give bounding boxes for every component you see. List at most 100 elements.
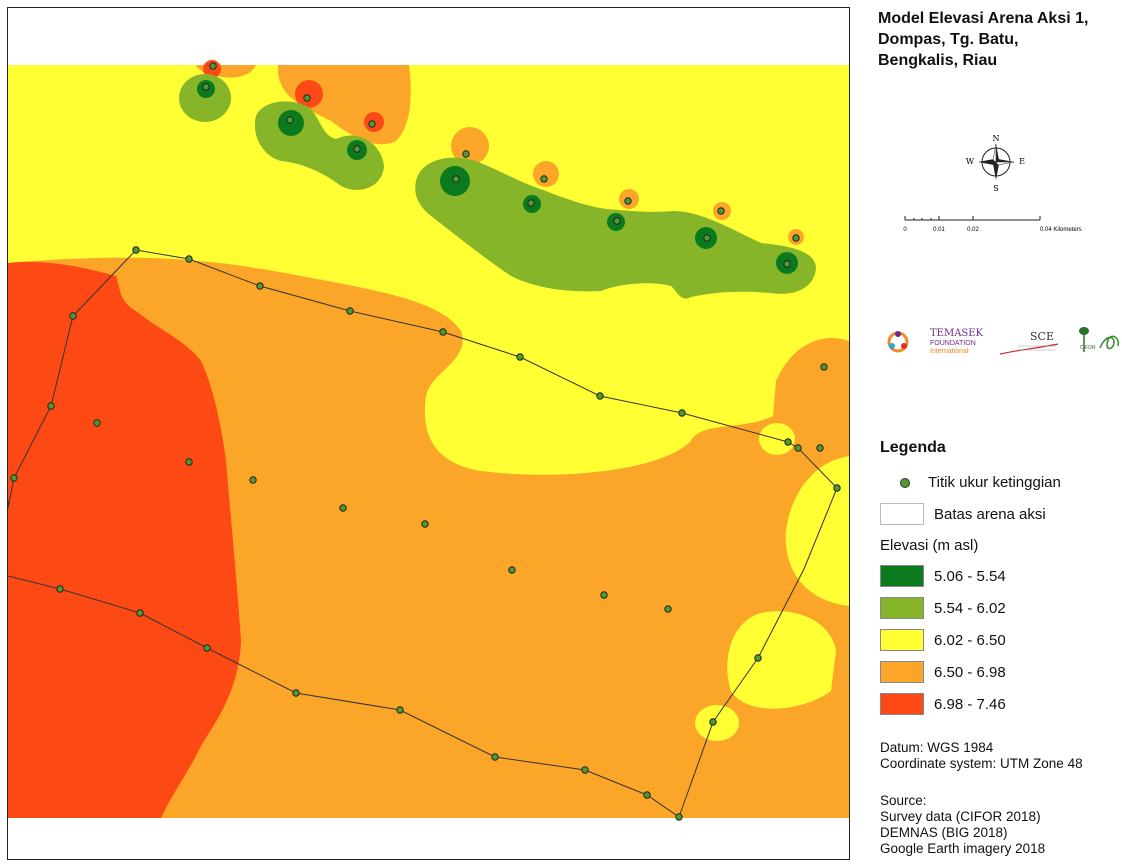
- legend-item-elevation-class: 6.02 - 6.50: [880, 629, 1006, 651]
- map-title: Model Elevasi Arena Aksi 1, Dompas, Tg. …: [878, 10, 1089, 69]
- measurement-point: [833, 484, 841, 492]
- measurement-point: [203, 644, 211, 652]
- cifor-logo: CIFOR: [1079, 327, 1120, 352]
- measurement-point: [792, 234, 800, 242]
- measurement-point: [491, 753, 499, 761]
- scale-bar: 0 0.01 0.02 0.04 Kilometers: [903, 216, 1082, 233]
- elevation-zone-yellow-east: [785, 456, 849, 606]
- measurement-point: [346, 307, 354, 315]
- legend-point-label: Titik ukur ketinggian: [928, 474, 1061, 491]
- legend-boundary-label: Batas arena aksi: [934, 505, 1046, 523]
- south-label: S: [993, 184, 998, 193]
- measurement-point: [527, 199, 535, 207]
- elevation-map: [7, 7, 850, 860]
- elevation-range-label: 6.02 - 6.50: [934, 631, 1006, 649]
- legend-elevation-title: Elevasi (m asl): [880, 537, 979, 554]
- measurement-point: [256, 282, 264, 290]
- elevation-zone-orange-spot: [451, 127, 489, 165]
- legend-item-elevation-class: 5.06 - 5.54: [880, 565, 1006, 587]
- svg-text:FOUNDATION: FOUNDATION: [930, 340, 976, 347]
- svg-text:CIFOR: CIFOR: [1080, 345, 1096, 351]
- elevation-range-label: 5.54 - 6.02: [934, 599, 1006, 617]
- svg-text:TEMASEK: TEMASEK: [930, 328, 984, 339]
- elevation-swatch: [880, 629, 924, 651]
- measurement-point: [303, 94, 311, 102]
- measurement-point: [69, 312, 77, 320]
- measurement-point: [794, 444, 802, 452]
- measurement-point: [439, 328, 447, 336]
- measurement-point: [783, 260, 791, 268]
- elevation-zone-orange-spot: [533, 161, 559, 187]
- measurement-point: [136, 609, 144, 617]
- arena-boundary: [8, 249, 838, 818]
- sce-logo: SCE: [999, 330, 1059, 355]
- measurement-point: [462, 150, 470, 158]
- elevation-zone-red-spot: [295, 80, 323, 108]
- elevation-zone-yellow-north: [8, 65, 849, 475]
- measurement-point: [678, 409, 686, 417]
- measurement-point: [368, 120, 376, 128]
- elevation-swatch: [880, 597, 924, 619]
- measurement-point: [754, 654, 762, 662]
- scale-tick-label: 0.02: [967, 227, 979, 233]
- measurement-point: [820, 363, 828, 371]
- measurement-point: [643, 791, 651, 799]
- measurement-point: [613, 217, 621, 225]
- measurement-point: [675, 813, 683, 821]
- measurement-point: [664, 605, 672, 613]
- measurement-point: [396, 706, 404, 714]
- west-label: W: [966, 157, 975, 166]
- partner-logos: TEMASEK FOUNDATION International SCE CIF…: [887, 327, 1120, 355]
- measurement-point: [292, 689, 300, 697]
- elevation-range-label: 6.50 - 6.98: [934, 663, 1006, 681]
- north-arrow-icon: N S W E: [966, 134, 1025, 193]
- measurement-point: [784, 438, 792, 446]
- measurement-point: [202, 83, 210, 91]
- temasek-logo: TEMASEK FOUNDATION International: [887, 328, 984, 355]
- measurement-point: [596, 392, 604, 400]
- measurement-point: [703, 234, 711, 242]
- measurement-point: [10, 474, 18, 482]
- measurement-point: [56, 585, 64, 593]
- elevation-swatch: [880, 693, 924, 715]
- measurement-point: [209, 62, 217, 70]
- legend-item-boundary: Batas arena aksi: [880, 503, 1046, 525]
- measurement-point: [93, 419, 101, 427]
- svg-text:International: International: [930, 348, 969, 355]
- measurement-point: [600, 591, 608, 599]
- legend-item-point: Titik ukur ketinggian: [880, 474, 1061, 491]
- legend-item-elevation-class: 6.98 - 7.46: [880, 693, 1006, 715]
- svg-text:SCE: SCE: [1030, 330, 1054, 343]
- elevation-zone-yellow-east2: [727, 611, 836, 709]
- legend-title: Legenda: [880, 439, 946, 456]
- measurement-point: [816, 444, 824, 452]
- measurement-point: [353, 145, 361, 153]
- measurement-point: [540, 175, 548, 183]
- measurement-point: [421, 520, 429, 528]
- measurement-point: [286, 116, 294, 124]
- scale-tick-label: 0.01: [933, 227, 945, 233]
- elevation-zone-red-west: [8, 261, 241, 819]
- elevation-range-label: 5.06 - 5.54: [934, 567, 1006, 585]
- elevation-zone-green: [179, 74, 231, 122]
- point-symbol-icon: [900, 477, 910, 488]
- source-info: Source: Survey data (CIFOR 2018) DEMNAS …: [880, 793, 1046, 856]
- north-label: N: [993, 134, 1000, 143]
- legend-item-elevation-class: 6.50 - 6.98: [880, 661, 1006, 683]
- measurement-point: [717, 207, 725, 215]
- measurement-point: [249, 476, 257, 484]
- elevation-zone-yellow-south: [695, 705, 739, 741]
- scale-tick-label: 0: [903, 227, 907, 233]
- measurement-point: [452, 175, 460, 183]
- measurement-point: [709, 718, 717, 726]
- measurement-point: [581, 766, 589, 774]
- elevation-swatch: [880, 661, 924, 683]
- measurement-point: [516, 353, 524, 361]
- elevation-swatch: [880, 565, 924, 587]
- elevation-range-label: 6.98 - 7.46: [934, 695, 1006, 713]
- legend-item-elevation-class: 5.54 - 6.02: [880, 597, 1006, 619]
- measurement-points: [10, 62, 841, 821]
- measurement-point: [508, 566, 516, 574]
- map-canvas: [8, 8, 849, 859]
- scale-tick-label: 0.04 Kilometers: [1040, 227, 1082, 233]
